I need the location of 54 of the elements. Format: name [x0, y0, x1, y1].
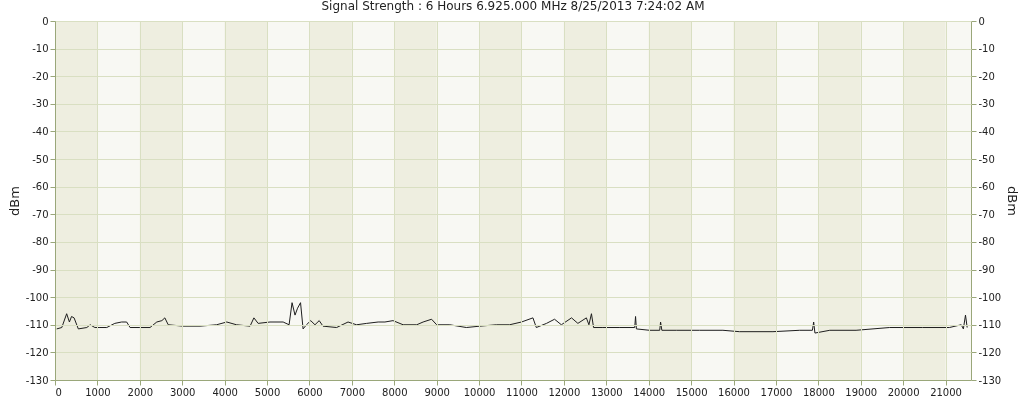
x-tick-label: 15000 [675, 386, 708, 398]
x-tick-label: 1000 [85, 386, 111, 398]
y2-tick-label: -90 [978, 264, 995, 276]
y2-tick-label: -30 [978, 98, 995, 110]
x-tick-label: 20000 [887, 386, 920, 398]
y-tick-label: -30 [32, 98, 49, 110]
y-tick-label: -80 [32, 236, 49, 248]
y-axis-title: dBm [6, 186, 22, 216]
x-tick-label: 10000 [463, 386, 496, 398]
y2-tick-label: -100 [978, 291, 1002, 303]
x-tick-label: 5000 [254, 386, 281, 398]
y2-tick-label: -20 [978, 70, 995, 82]
x-tick-label: 3000 [170, 386, 196, 398]
x-tick-label: 7000 [339, 386, 366, 398]
y2-tick-label: -50 [978, 153, 995, 165]
x-tick-label: 19000 [845, 386, 878, 398]
y-tick-label: -90 [32, 264, 49, 276]
x-tick-label: 12000 [548, 386, 581, 398]
y-tick-label: -100 [25, 291, 49, 303]
y-tick-label: 0 [42, 15, 49, 27]
y-tick-label: -120 [25, 346, 49, 358]
y-tick-label: -20 [32, 70, 49, 82]
y2-tick-label: 0 [978, 15, 985, 27]
y-tick-label: -110 [25, 319, 49, 331]
x-tick-label: 8000 [382, 386, 408, 398]
y-tick-label: -40 [32, 125, 49, 137]
x-tick-label: 11000 [506, 386, 538, 398]
x-tick-label: 18000 [802, 386, 835, 398]
x-tick-label: 17000 [760, 386, 793, 398]
y-tick-label: -60 [32, 181, 49, 193]
y-tick-label: -130 [25, 374, 49, 386]
x-tick-label: 21000 [930, 386, 962, 398]
y-tick-label: -10 [32, 43, 49, 55]
y-tick-label: -50 [32, 153, 49, 165]
x-tick-label: 16000 [718, 386, 750, 398]
y2-tick-label: -110 [978, 319, 1002, 331]
y2-tick-label: -80 [978, 236, 995, 248]
y2-tick-label: -120 [978, 346, 1002, 358]
y2-tick-label: -10 [978, 43, 995, 55]
x-tick-label: 13000 [590, 386, 623, 398]
y2-tick-label: -70 [978, 208, 995, 220]
y-tick-label: -70 [32, 208, 49, 220]
x-tick-label: 4000 [212, 386, 238, 398]
chart-title: Signal Strength : 6 Hours 6.925.000 MHz 8/25/2013 7:24:02 AM [321, 0, 705, 13]
y2-axis-title: dBm [1005, 186, 1021, 216]
y2-tick-label: -130 [978, 374, 1002, 386]
line-series [56, 302, 968, 334]
x-tick-label: 9000 [424, 386, 450, 398]
x-tick-label: 0 [55, 386, 62, 398]
y2-tick-label: -40 [978, 125, 995, 137]
x-tick-label: 14000 [633, 386, 666, 398]
x-tick-label: 2000 [127, 386, 154, 398]
x-tick-label: 6000 [297, 386, 323, 398]
y2-tick-label: -60 [978, 181, 995, 193]
